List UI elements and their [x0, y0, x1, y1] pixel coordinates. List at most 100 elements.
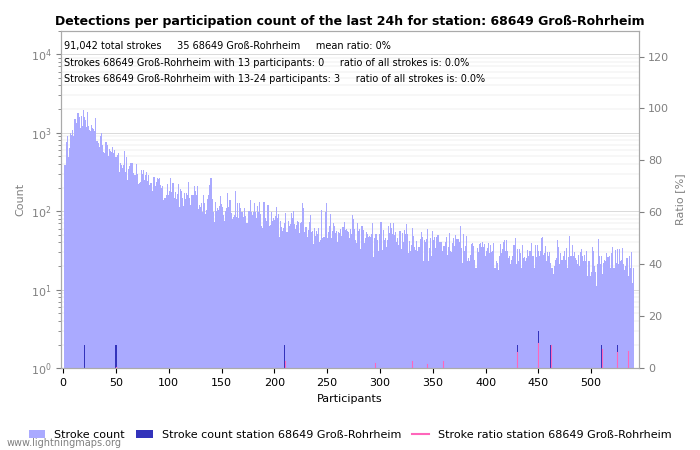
Bar — [620, 261, 621, 450]
Bar — [162, 186, 163, 450]
Bar — [584, 255, 585, 450]
Bar — [494, 268, 496, 450]
Bar — [84, 345, 85, 450]
Bar — [546, 261, 547, 450]
Bar — [389, 233, 390, 450]
Bar — [66, 143, 67, 450]
Bar — [338, 232, 339, 450]
Bar — [554, 260, 556, 450]
Bar — [232, 217, 234, 450]
Bar — [378, 251, 379, 450]
Bar — [145, 176, 146, 450]
Bar — [444, 246, 445, 450]
Bar — [332, 231, 333, 450]
Bar — [426, 239, 427, 450]
Bar — [502, 249, 503, 450]
Bar — [122, 165, 124, 450]
Bar — [406, 225, 407, 450]
Bar — [522, 245, 523, 450]
Legend: Stroke count, Stroke count station 68649 Groß-Rohrheim, Stroke ratio station 686: Stroke count, Stroke count station 68649… — [25, 426, 676, 445]
Bar — [80, 116, 82, 450]
Bar — [529, 251, 531, 450]
Bar — [519, 249, 520, 450]
Bar — [349, 238, 350, 450]
Bar — [365, 232, 367, 450]
Bar — [103, 152, 104, 450]
Bar — [610, 253, 612, 450]
Bar — [317, 234, 318, 450]
Bar — [541, 238, 542, 450]
Bar — [363, 243, 365, 450]
Bar — [76, 123, 78, 450]
Bar — [138, 184, 139, 450]
Bar — [279, 237, 280, 450]
Bar — [462, 263, 463, 450]
Bar — [436, 237, 438, 450]
Bar — [326, 203, 327, 450]
Bar — [558, 247, 559, 450]
Bar — [596, 287, 597, 450]
Bar — [215, 202, 216, 450]
Bar — [256, 218, 257, 450]
Bar — [312, 231, 313, 450]
Bar — [615, 250, 616, 450]
Bar — [606, 253, 608, 450]
Bar — [405, 234, 406, 450]
Bar — [136, 174, 138, 450]
Bar — [408, 253, 409, 450]
Bar — [68, 157, 69, 450]
Bar — [132, 162, 134, 450]
Bar — [622, 248, 623, 450]
Bar — [225, 211, 226, 450]
Bar — [219, 207, 220, 450]
Bar — [263, 202, 265, 450]
Bar — [512, 256, 514, 450]
Bar — [280, 220, 281, 450]
Bar — [473, 246, 475, 450]
Bar — [301, 222, 302, 450]
Bar — [604, 260, 606, 450]
Bar — [159, 178, 160, 450]
Bar — [127, 180, 128, 450]
Bar — [261, 226, 262, 450]
Bar — [309, 215, 311, 450]
Bar — [181, 191, 182, 450]
Bar — [116, 155, 118, 450]
Bar — [198, 209, 199, 450]
Bar — [503, 242, 504, 450]
Bar — [331, 238, 332, 450]
Bar — [350, 229, 351, 450]
Bar — [97, 143, 99, 450]
Bar — [496, 263, 498, 450]
Bar — [74, 119, 76, 450]
Bar — [329, 226, 330, 450]
Bar — [621, 260, 622, 450]
Bar — [427, 229, 428, 450]
Bar — [302, 202, 303, 450]
Bar — [246, 223, 247, 450]
Bar — [595, 272, 596, 450]
Bar — [305, 227, 307, 450]
Bar — [517, 249, 518, 450]
Bar — [242, 212, 243, 450]
Bar — [470, 255, 471, 450]
Bar — [589, 276, 591, 450]
Bar — [323, 237, 325, 450]
Bar — [428, 261, 429, 450]
Bar — [458, 242, 460, 450]
Bar — [520, 253, 521, 450]
Bar — [204, 202, 205, 450]
Bar — [417, 251, 419, 450]
Bar — [220, 197, 221, 450]
Bar — [169, 191, 170, 450]
Bar — [593, 251, 594, 450]
Bar — [490, 245, 491, 450]
Bar — [214, 222, 215, 450]
Bar — [104, 153, 105, 450]
Bar — [101, 133, 102, 450]
Bar — [442, 251, 443, 450]
Bar — [536, 257, 537, 450]
Bar — [346, 231, 348, 450]
Bar — [78, 117, 80, 450]
Bar — [438, 243, 440, 450]
